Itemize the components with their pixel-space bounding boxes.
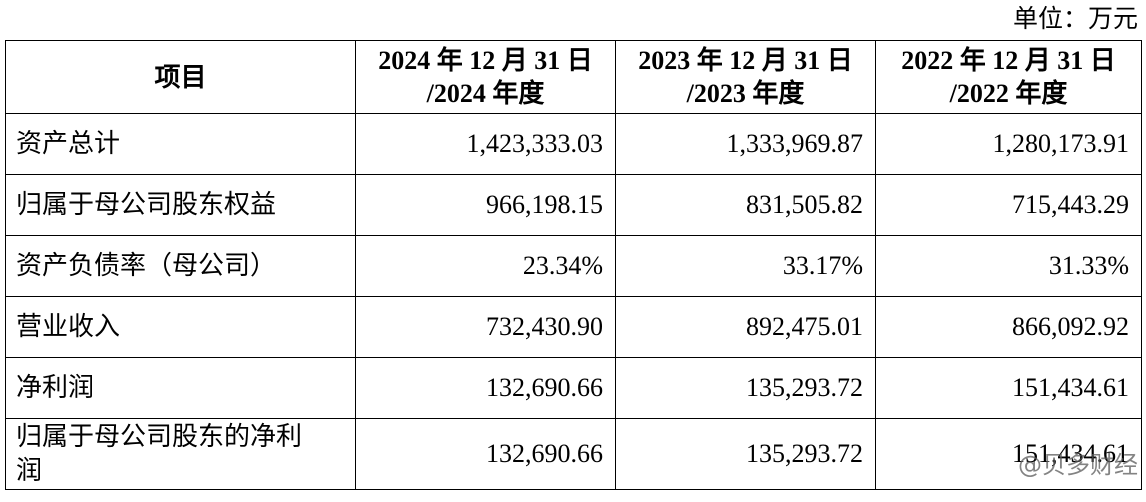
value-cell: 1,280,173.91 bbox=[875, 113, 1142, 175]
header-cell: 2022 年 12 月 31 日/2022 年度 bbox=[875, 40, 1142, 114]
row-label: 归属于母公司股东的净利润 bbox=[5, 418, 356, 490]
watermark: @贝多财经 bbox=[1018, 451, 1138, 479]
value-cell: 31.33% bbox=[875, 235, 1142, 297]
header-line: 2023 年 12 月 31 日 bbox=[638, 46, 853, 75]
row-label: 净利润 bbox=[5, 357, 356, 419]
header-cell: 2024 年 12 月 31 日/2024 年度 bbox=[355, 40, 616, 114]
value-cell: 1,423,333.03 bbox=[355, 113, 616, 175]
table-row: 资产总计 1,423,333.03 1,333,969.87 1,280,173.91 bbox=[5, 113, 1142, 175]
header-cell: 项目 bbox=[5, 40, 356, 114]
value-cell: 151,434.61 bbox=[875, 418, 1142, 490]
unit-label: 单位：万元 bbox=[1012, 6, 1138, 33]
header-line: 2024 年 12 月 31 日 bbox=[378, 46, 593, 75]
value-cell: 135,293.72 bbox=[615, 357, 876, 419]
row-label: 资产负债率（母公司） bbox=[5, 235, 356, 297]
value-cell: 132,690.66 bbox=[355, 357, 616, 419]
header-line: 2022 年 12 月 31 日 bbox=[901, 46, 1116, 75]
table-row: 归属于母公司股东权益 966,198.15 831,505.82 715,443.29 bbox=[5, 174, 1142, 236]
value-cell: 33.17% bbox=[615, 235, 876, 297]
row-label: 营业收入 bbox=[5, 296, 356, 358]
value-cell: 732,430.90 bbox=[355, 296, 616, 358]
value-cell: 135,293.72 bbox=[615, 418, 876, 490]
row-label: 资产总计 bbox=[5, 113, 356, 175]
table-row: 归属于母公司股东的净利润 132,690.66 135,293.72 151,434.… bbox=[5, 418, 1142, 490]
value-cell: 866,092.92 bbox=[875, 296, 1142, 358]
header-row: 项目 2024 年 12 月 31 日/2024 年度 2023 年 12 月 31… bbox=[5, 40, 1142, 114]
value-cell: 23.34% bbox=[355, 235, 616, 297]
data-table: 项目 2024 年 12 月 31 日/2024 年度 2023 年 12 月 31… bbox=[5, 40, 1142, 490]
header-line: /2023 年度 bbox=[686, 79, 805, 108]
table-row: 资产负债率（母公司） 23.34% 33.17% 31.33% bbox=[5, 235, 1142, 297]
table-row: 净利润 132,690.66 135,293.72 151,434.61 bbox=[5, 357, 1142, 419]
value-cell: 831,505.82 bbox=[615, 174, 876, 236]
value-cell: 132,690.66 bbox=[355, 418, 616, 490]
row-label: 归属于母公司股东权益 bbox=[5, 174, 356, 236]
value-cell: 966,198.15 bbox=[355, 174, 616, 236]
table-body: 资产总计 1,423,333.03 1,333,969.87 1,280,173.91… bbox=[5, 113, 1142, 490]
value-cell: 1,333,969.87 bbox=[615, 113, 876, 175]
header-line: 项目 bbox=[154, 62, 207, 92]
table-row: 营业收入 732,430.90 892,475.01 866,092.92 bbox=[5, 296, 1142, 358]
header-line: /2022 年度 bbox=[949, 79, 1068, 108]
value-cell: 892,475.01 bbox=[615, 296, 876, 358]
value-cell: 151,434.61 bbox=[875, 357, 1142, 419]
header-line: /2024 年度 bbox=[426, 79, 545, 108]
value-cell: 715,443.29 bbox=[875, 174, 1142, 236]
header-cell: 2023 年 12 月 31 日/2023 年度 bbox=[615, 40, 876, 114]
